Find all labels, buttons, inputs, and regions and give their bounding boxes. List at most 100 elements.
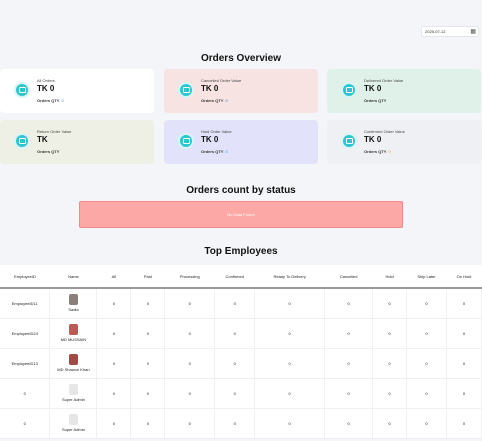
employee-name-cell: MD Shawon Khan xyxy=(49,348,98,379)
wallet-icon xyxy=(16,84,28,96)
overview-card: All Orders TK 0 Orders QTY 0 xyxy=(0,69,154,113)
avatar xyxy=(68,294,78,306)
card-value: TK xyxy=(37,135,48,144)
column-header[interactable]: Ship Later xyxy=(406,265,447,289)
no-data-banner: No Data Found xyxy=(79,201,403,228)
column-header[interactable]: EmployeeID xyxy=(0,265,50,289)
value-cell: 0 xyxy=(164,378,216,409)
value-cell: 0 xyxy=(324,378,374,409)
value-cell: 0 xyxy=(164,408,216,439)
avatar xyxy=(68,384,78,395)
date-filter-value: 2025-07-12 xyxy=(425,29,446,34)
column-header[interactable]: On Hold xyxy=(446,265,482,289)
employee-name: Sadia xyxy=(68,307,79,313)
employee-name-cell: Sadia xyxy=(49,288,98,319)
date-filter-input[interactable]: 2025-07-12 ▦ xyxy=(421,26,479,37)
table-row: 0 Super Admin 0 0 0 0 0 0 0 0 0 xyxy=(0,408,482,439)
column-header[interactable]: All xyxy=(96,265,131,289)
value-cell: 0 xyxy=(130,318,166,349)
value-cell: 0 xyxy=(254,408,326,439)
column-header[interactable]: Paid xyxy=(130,265,165,289)
card-qty: Orders QTY xyxy=(37,149,60,154)
value-cell: 0 xyxy=(130,408,166,439)
table-row: EmployeeID11 Sadia 0 0 0 0 0 0 0 0 0 xyxy=(0,288,482,319)
top-employees-table: EmployeeID Name All Paid Processing Confirmed… xyxy=(0,265,482,439)
avatar xyxy=(68,354,78,365)
value-cell: 0 xyxy=(130,348,166,379)
value-cell: 0 xyxy=(324,318,374,349)
card-qty-label: Orders QTY xyxy=(37,98,60,103)
overview-card: Cancelled Order Value TK 0 Orders QTY 0 xyxy=(164,69,318,113)
employee-name: MD MUSSAIN xyxy=(60,337,87,342)
value-cell: 0 xyxy=(164,288,216,319)
value-cell: 0 xyxy=(446,288,482,319)
table-row: EmployeeID24 MD MUSSAIN 0 0 0 0 0 0 0 0 0 xyxy=(0,318,482,349)
value-cell: 0 xyxy=(324,348,374,379)
value-cell: 0 xyxy=(164,318,216,349)
value-cell: 0 xyxy=(372,378,408,409)
card-qty-value: 0 xyxy=(388,149,391,154)
wallet-icon xyxy=(343,135,355,147)
employee-id-cell: 0 xyxy=(0,378,51,409)
card-label: All Orders xyxy=(37,78,55,83)
value-cell: 0 xyxy=(164,348,216,379)
employee-id-cell: EmployeeID13 xyxy=(0,348,51,379)
card-qty: Orders QTY 0 xyxy=(37,98,64,103)
card-qty-label: Orders QTY xyxy=(201,149,224,154)
value-cell: 0 xyxy=(130,288,166,319)
wallet-icon xyxy=(180,84,192,96)
value-cell: 0 xyxy=(254,378,326,409)
card-qty-label: Orders QTY xyxy=(201,98,224,103)
orders-count-title: Orders count by status xyxy=(186,185,296,196)
column-header[interactable]: Processing xyxy=(164,265,215,289)
column-header[interactable]: Confirmed xyxy=(214,265,255,289)
orders-overview-title: Orders Overview xyxy=(200,53,282,64)
card-value: TK 0 xyxy=(364,135,382,144)
overview-card: Confirmed Order Value TK 0 Orders QTY 0 xyxy=(327,120,481,164)
column-header[interactable]: Hold xyxy=(372,265,407,289)
card-qty-value: 0 xyxy=(225,98,228,103)
card-qty: Orders QTY 0 xyxy=(201,149,228,154)
card-qty: Orders QTY 0 xyxy=(364,149,391,154)
value-cell: 0 xyxy=(324,408,374,439)
value-cell: 0 xyxy=(446,318,482,349)
value-cell: 0 xyxy=(96,378,132,409)
value-cell: 0 xyxy=(214,378,256,409)
card-qty-label: Orders QTY xyxy=(364,149,387,154)
wallet-icon xyxy=(16,135,28,147)
top-employees-title: Top Employees xyxy=(204,246,278,257)
column-header[interactable]: Cancelled xyxy=(324,265,373,289)
card-qty: Orders QTY 0 xyxy=(201,98,228,103)
employee-id-cell: 0 xyxy=(0,408,51,439)
value-cell: 0 xyxy=(214,288,256,319)
table-row: EmployeeID13 MD Shawon Khan 0 0 0 0 0 0 0 0 0 xyxy=(0,348,482,379)
card-label: Delivered Order Value xyxy=(364,78,404,83)
value-cell: 0 xyxy=(96,288,132,319)
overview-card: Delivered Order Value TK 0 Orders QTY xyxy=(327,69,481,113)
value-cell: 0 xyxy=(372,408,408,439)
card-label: Return Order Value xyxy=(37,129,72,134)
value-cell: 0 xyxy=(254,288,326,319)
value-cell: 0 xyxy=(372,288,408,319)
overview-card: Hold Order Value TK 0 Orders QTY 0 xyxy=(164,120,318,164)
overview-card: Return Order Value TK Orders QTY xyxy=(0,120,154,164)
avatar xyxy=(68,324,78,335)
employee-name-cell: Super Admin xyxy=(49,378,98,409)
value-cell: 0 xyxy=(254,348,326,379)
wallet-icon xyxy=(180,135,192,147)
value-cell: 0 xyxy=(406,318,447,349)
value-cell: 0 xyxy=(96,318,132,349)
value-cell: 0 xyxy=(130,378,166,409)
wallet-icon xyxy=(343,84,355,96)
value-cell: 0 xyxy=(372,348,408,379)
table-header-row: EmployeeID Name All Paid Processing Confirmed… xyxy=(0,265,482,289)
column-header[interactable]: Ready To Delivery xyxy=(254,265,325,289)
column-header[interactable]: Name xyxy=(49,265,97,289)
value-cell: 0 xyxy=(254,318,326,349)
card-qty-value: 0 xyxy=(225,149,228,154)
value-cell: 0 xyxy=(372,318,408,349)
card-qty-label: Orders QTY xyxy=(364,98,387,103)
calendar-icon[interactable]: ▦ xyxy=(470,29,476,35)
card-label: Hold Order Value xyxy=(201,129,232,134)
value-cell: 0 xyxy=(324,288,374,319)
